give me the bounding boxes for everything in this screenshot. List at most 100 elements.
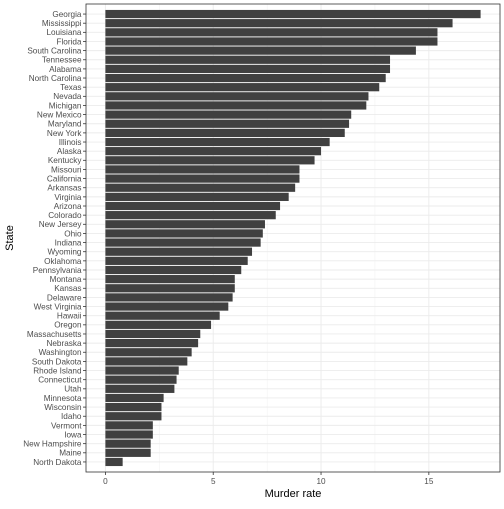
bar (105, 147, 322, 156)
bar (105, 137, 330, 147)
y-tick-label: Maryland (48, 120, 82, 129)
y-tick-label: Michigan (49, 101, 82, 110)
y-tick-label: Wisconsin (44, 403, 82, 412)
y-tick-label: Oklahoma (44, 257, 82, 266)
bar (105, 320, 212, 329)
bar (105, 247, 253, 256)
y-tick-label: Louisiana (46, 28, 81, 37)
bar (105, 430, 153, 439)
bar (105, 284, 235, 293)
y-tick-label: Indiana (55, 238, 82, 247)
bar (105, 101, 367, 110)
bar (105, 192, 289, 201)
bar (105, 302, 229, 311)
bar (105, 64, 391, 74)
x-tick-label: 10 (316, 477, 326, 486)
y-tick-label: Georgia (52, 10, 82, 19)
x-axis-tick-labels: 0 5 10 15 (103, 472, 434, 486)
bar (105, 37, 438, 46)
bar (105, 384, 175, 393)
y-tick-label: Alaska (57, 147, 82, 156)
y-tick-label: Hawaii (57, 312, 82, 321)
bar (105, 9, 481, 19)
y-tick-label: Utah (64, 385, 82, 394)
bar (105, 439, 151, 448)
bar (105, 55, 391, 64)
y-tick-label: Pennsylvania (33, 266, 82, 275)
y-tick-label: Mississippi (42, 19, 82, 28)
bar (105, 183, 296, 192)
y-tick-label: Arizona (54, 202, 82, 211)
y-tick-label: South Dakota (32, 357, 82, 366)
bar (105, 366, 179, 375)
bar (105, 165, 300, 174)
x-axis-title: Murder rate (265, 488, 322, 500)
y-tick-label: Montana (50, 275, 82, 284)
y-tick-label: Missouri (51, 165, 82, 174)
y-tick-label: South Carolina (27, 47, 82, 56)
y-tick-label: Ohio (64, 229, 82, 238)
bar (105, 256, 248, 265)
y-axis-tick-labels: GeorgiaMississippiLouisianaFloridaSouth … (23, 10, 86, 467)
y-tick-label: Rhode Island (33, 366, 82, 375)
y-tick-label: Iowa (64, 430, 82, 439)
bar (105, 46, 416, 55)
y-tick-label: Tennessee (42, 56, 82, 65)
bar (105, 275, 235, 284)
bar (105, 329, 201, 339)
bar (105, 119, 350, 128)
bar (105, 128, 345, 137)
y-tick-label: Minnesota (44, 394, 82, 403)
bar (105, 348, 192, 357)
bar (105, 83, 380, 92)
y-axis-title: State (4, 225, 16, 251)
y-tick-label: California (47, 174, 82, 183)
bar (105, 28, 438, 37)
y-tick-label: North Carolina (29, 74, 82, 83)
panel-border (85, 3, 501, 473)
bar (105, 73, 386, 83)
y-tick-label: Delaware (47, 293, 82, 302)
y-tick-label: Colorado (48, 211, 82, 220)
y-tick-label: Washington (39, 348, 82, 357)
bar (105, 19, 453, 28)
bar (105, 339, 199, 348)
bar (105, 265, 242, 275)
bar (105, 220, 265, 229)
bar (105, 293, 233, 302)
bar (105, 311, 220, 320)
x-tick-label: 0 (103, 477, 108, 486)
bar (105, 402, 162, 412)
y-tick-label: Vermont (51, 421, 82, 430)
y-tick-label: Nevada (53, 92, 82, 101)
y-tick-label: Florida (56, 37, 81, 46)
y-tick-label: Texas (60, 83, 81, 92)
y-tick-label: New York (47, 129, 82, 138)
bar (105, 357, 188, 366)
bar (105, 92, 369, 101)
bar (105, 457, 123, 467)
y-tick-label: Alabama (49, 65, 82, 74)
y-tick-label: Oregon (54, 321, 82, 330)
bar (105, 156, 315, 165)
y-tick-label: Kentucky (48, 156, 83, 165)
bar (105, 174, 300, 183)
y-tick-label: Virginia (54, 193, 82, 202)
bar (105, 201, 281, 211)
y-tick-label: Illinois (59, 138, 82, 147)
bar (105, 421, 153, 430)
bar (105, 448, 151, 457)
y-tick-label: North Dakota (33, 458, 82, 467)
bars (105, 9, 481, 467)
y-tick-label: New Jersey (39, 220, 83, 229)
y-tick-label: Maine (59, 449, 82, 458)
bar (105, 375, 177, 384)
y-tick-label: New Mexico (37, 111, 82, 120)
y-tick-label: Connecticut (38, 376, 82, 385)
bar (105, 229, 263, 238)
y-tick-label: West Virginia (34, 302, 82, 311)
bar (105, 110, 352, 119)
y-tick-label: Massachusetts (27, 330, 82, 339)
y-tick-label: Nebraska (46, 339, 81, 348)
